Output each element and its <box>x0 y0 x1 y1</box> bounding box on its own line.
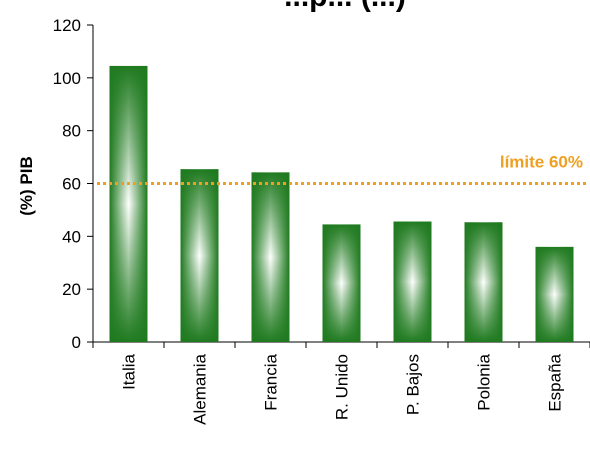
y-tick-label: 60 <box>62 175 81 194</box>
x-category-label: Alemania <box>191 353 210 424</box>
bar-shade <box>535 246 574 342</box>
bar-shade <box>322 224 361 342</box>
bar-alemania <box>180 169 219 342</box>
y-tick-label: 120 <box>53 16 81 35</box>
bar-r-unido <box>322 224 361 342</box>
y-tick-label: 100 <box>53 69 81 88</box>
x-category-label: Polonia <box>475 353 494 410</box>
x-category-label: R. Unido <box>333 354 352 420</box>
x-category-label: Italia <box>120 353 139 389</box>
x-category-labels: Italia Alemania Francia R. Unido P. Bajos Pol… <box>120 353 565 424</box>
bar-españa <box>535 246 574 342</box>
x-category-label: España <box>546 353 565 411</box>
y-tick-label: 80 <box>62 122 81 141</box>
bar-shade <box>251 172 290 342</box>
bar-shade <box>109 65 148 342</box>
bar-p-bajos <box>393 221 432 342</box>
y-tick-label: 0 <box>72 333 81 352</box>
x-category-label: Francia <box>262 353 281 410</box>
x-category-label: P. Bajos <box>404 354 423 415</box>
y-ticks: 0 20 40 60 80 100 120 <box>53 16 93 352</box>
y-axis-title: (%) PIB <box>17 156 36 216</box>
bar-shade <box>464 222 503 342</box>
y-tick-label: 20 <box>62 280 81 299</box>
reference-line-group: límite 60% <box>97 153 588 185</box>
chart-title: ...p... (...) <box>284 0 406 13</box>
bar-shade <box>180 169 219 342</box>
bar-shade <box>393 221 432 342</box>
reference-line-label: límite 60% <box>500 153 583 172</box>
bar-francia <box>251 172 290 342</box>
bar-italia <box>109 65 148 342</box>
bars <box>109 65 574 342</box>
bar-polonia <box>464 222 503 342</box>
y-tick-label: 40 <box>62 227 81 246</box>
